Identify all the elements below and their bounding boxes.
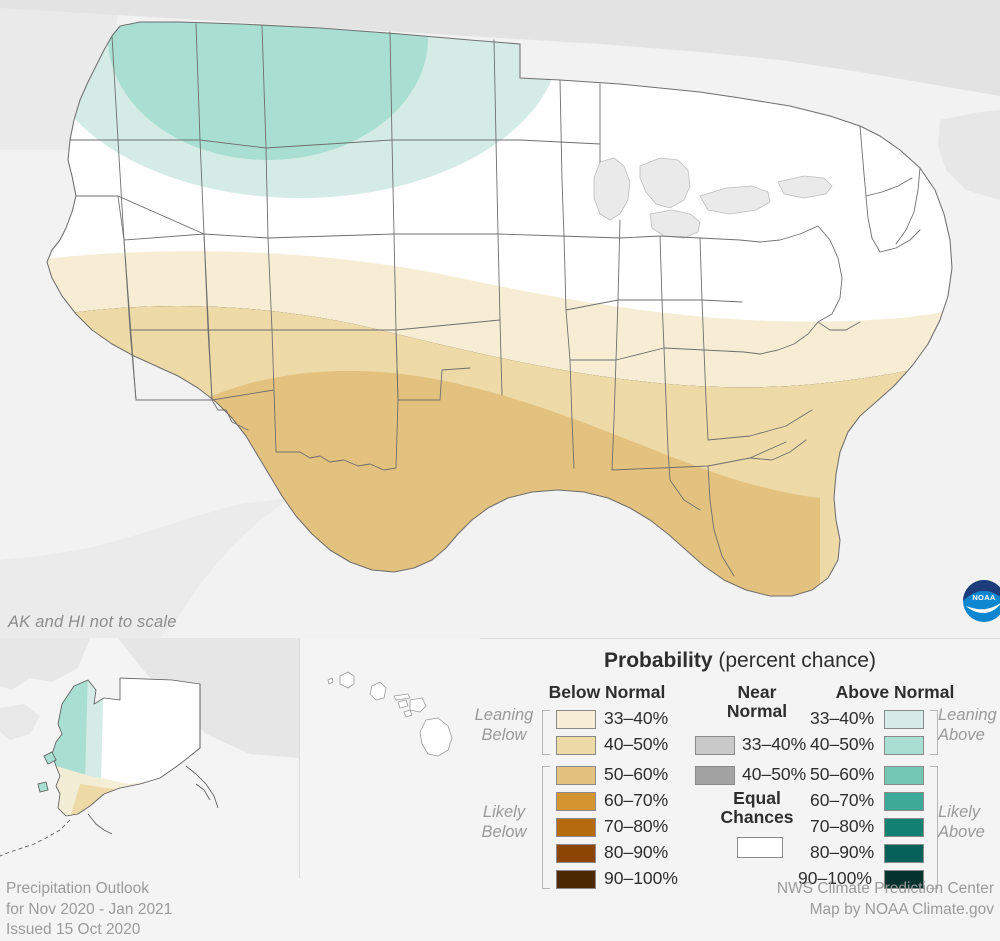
near-normal-line2: Normal: [726, 700, 788, 721]
legend-swatch-equal-chances[interactable]: [737, 837, 783, 858]
legend-swatch-above-60-70[interactable]: [884, 792, 924, 811]
legend-label-above-50-60: 50‒60%: [810, 764, 875, 784]
legend-swatch-below-70-80[interactable]: [556, 818, 596, 837]
inset-top-divider: [0, 638, 1000, 639]
side-label-leaning-below: Leaning Below: [470, 705, 538, 745]
legend-label-below-80-90: 80‒90%: [604, 842, 669, 862]
equal-chances-title: Equal Chances: [702, 789, 812, 827]
legend-title-bold: Probability: [604, 649, 713, 672]
above-normal-shading: [47, 22, 560, 198]
legend-swatch-above-50-60[interactable]: [884, 766, 924, 785]
likely-below-line1: Likely: [482, 803, 526, 821]
leaning-below-line2: Below: [481, 726, 527, 745]
legend-label-below-70-80: 70‒80%: [604, 816, 669, 836]
equal-chances-line2: Chances: [720, 806, 794, 827]
legend-label-below-40-50: 40‒50%: [604, 734, 669, 754]
legend-label-near-40-50: 40‒50%: [742, 764, 807, 784]
legend-label-below-50-60: 50‒60%: [604, 764, 669, 784]
legend-swatch-above-90-100[interactable]: [884, 870, 924, 889]
legend-swatch-above-70-80[interactable]: [884, 818, 924, 837]
side-label-likely-above: Likely Above: [938, 802, 1000, 842]
legend-swatch-below-60-70[interactable]: [556, 792, 596, 811]
legend-label-above-80-90: 80‒90%: [810, 842, 875, 862]
legend-label-above-33-40: 33‒40%: [810, 708, 875, 728]
legend-swatch-below-50-60[interactable]: [556, 766, 596, 785]
legend-column-header-above: Above Normal: [835, 682, 955, 702]
near-normal-line1: Near: [737, 682, 777, 702]
legend-swatch-below-40-50[interactable]: [556, 736, 596, 755]
footer-outlook-title: Precipitation Outlook: [6, 880, 150, 897]
legend-swatch-near-40-50[interactable]: [695, 766, 735, 785]
hawaii-inset-map: [300, 638, 480, 878]
legend-label-above-60-70: 60‒70%: [810, 790, 875, 810]
noaa-logo: NOAA: [962, 578, 1000, 624]
legend-title-rest: (percent chance): [712, 649, 876, 672]
ak-hi-scale-note: AK and HI not to scale: [8, 613, 177, 631]
noaa-logo-text: NOAA: [972, 593, 996, 602]
legend-swatch-above-40-50[interactable]: [884, 736, 924, 755]
footer-agency: NWS Climate Prediction Center: [776, 880, 994, 897]
likely-below-line2: Below: [481, 823, 527, 842]
great-lakes: [593, 157, 833, 239]
legend-label-above-70-80: 70‒80%: [810, 816, 875, 836]
legend-label-below-90-100: 90‒100%: [604, 868, 678, 888]
ak-hi-divider: [299, 638, 300, 878]
legend-label-above-40-50: 40‒50%: [810, 734, 875, 754]
legend-swatch-near-33-40[interactable]: [695, 736, 735, 755]
legend-swatch-below-33-40[interactable]: [556, 710, 596, 729]
legend-column-header-below: Below Normal: [548, 682, 666, 702]
bracket-likely-above: [930, 766, 938, 889]
legend-swatch-below-80-90[interactable]: [556, 844, 596, 863]
leaning-below-line1: Leaning: [474, 706, 534, 724]
side-label-likely-below: Likely Below: [470, 802, 538, 842]
above-40-50-band: [108, 22, 428, 160]
footer-issued-date: Issued 15 Oct 2020: [6, 921, 141, 939]
equal-chances-line1: Equal: [733, 788, 781, 808]
bracket-leaning-below: [542, 710, 550, 755]
likely-above-line2: Above: [938, 823, 985, 842]
probability-legend: Probability (percent chance) Below Norma…: [475, 639, 1000, 889]
footer-left: Precipitation Outlook for Nov 2020 - Jan…: [6, 879, 172, 941]
bracket-leaning-above: [930, 710, 938, 755]
legend-swatch-above-80-90[interactable]: [884, 844, 924, 863]
legend-swatch-above-33-40[interactable]: [884, 710, 924, 729]
legend-label-above-90-100: 90‒100%: [798, 868, 872, 888]
footer-right: NWS Climate Prediction Center Map by NOA…: [777, 879, 994, 920]
alaska-inset-map: [0, 638, 299, 878]
side-label-leaning-above: Leaning Above: [938, 705, 1000, 745]
likely-above-line1: Likely: [938, 803, 981, 821]
foreign-landmass: [0, 0, 1000, 200]
footer-credit: Map by NOAA Climate.gov: [809, 900, 994, 918]
legend-title: Probability (percent chance): [480, 649, 1000, 673]
footer-outlook-period: for Nov 2020 - Jan 2021: [6, 900, 173, 918]
bracket-likely-below: [542, 766, 550, 889]
legend-label-near-33-40: 33‒40%: [742, 734, 807, 754]
leaning-above-line1: Leaning: [938, 706, 997, 724]
leaning-above-line2: Above: [938, 726, 985, 745]
legend-label-below-33-40: 33‒40%: [604, 708, 669, 728]
state-boundaries: [46, 21, 953, 597]
conus-map: [0, 0, 1000, 597]
legend-column-header-near: Near Normal: [702, 683, 812, 721]
legend-swatch-below-90-100[interactable]: [556, 870, 596, 889]
legend-label-below-60-70: 60‒70%: [604, 790, 669, 810]
